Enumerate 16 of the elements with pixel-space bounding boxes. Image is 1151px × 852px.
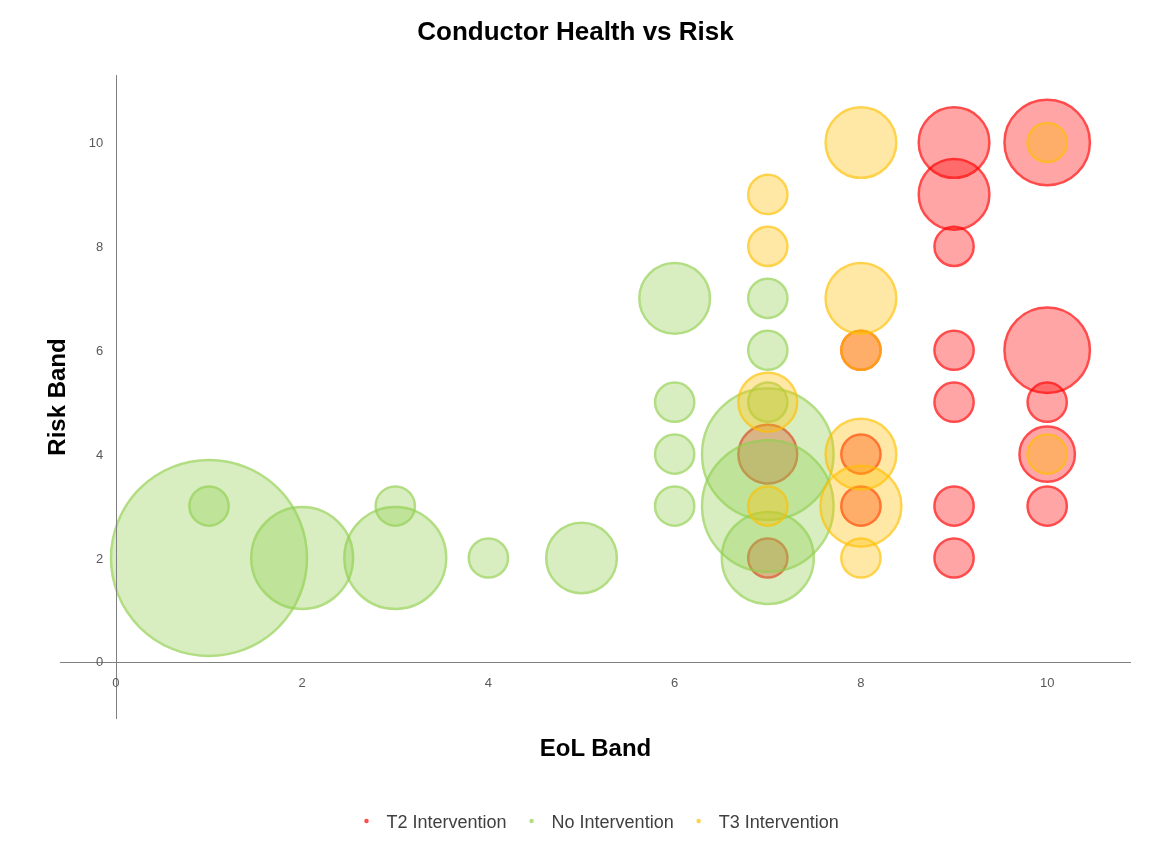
- x-tick-label: 10: [1039, 674, 1055, 690]
- y-tick-label: 8: [95, 238, 104, 254]
- legend-label: T2 Intervention: [386, 811, 507, 832]
- x-axis-title: EoL Band: [539, 733, 652, 761]
- y-tick-label: 4: [95, 446, 104, 462]
- x-tick-label: 4: [484, 674, 493, 690]
- y-tick-label: 10: [88, 135, 104, 151]
- legend-label: No Intervention: [551, 811, 674, 832]
- x-tick-label: 8: [857, 674, 865, 690]
- x-tick-label: 2: [298, 674, 306, 690]
- y-axis-title: Risk Band: [42, 338, 70, 456]
- chart-title: Conductor Health vs Risk: [417, 15, 735, 46]
- y-tick-label: 6: [95, 342, 104, 358]
- x-tick-label: 6: [671, 674, 679, 690]
- legend-label: T3 Intervention: [718, 811, 839, 832]
- y-tick-label: 2: [95, 550, 104, 566]
